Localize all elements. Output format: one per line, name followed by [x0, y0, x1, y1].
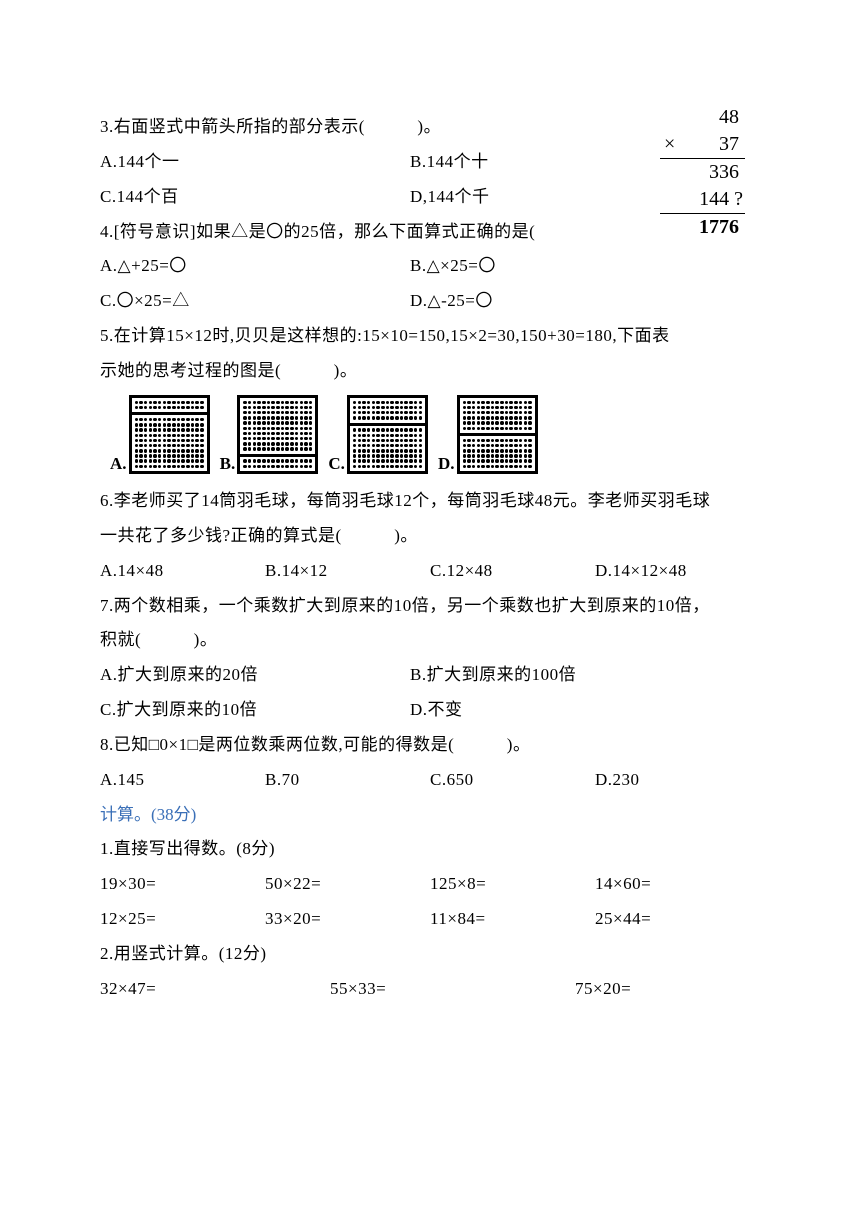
q4-a: A.△+25=〇	[100, 249, 410, 284]
q7-a: A.扩大到原来的20倍	[100, 658, 410, 693]
calc1-row1: 19×30= 50×22= 125×8= 14×60=	[100, 867, 760, 902]
q4-row-cd: C.〇×25=△ D.△-25=〇	[100, 284, 760, 319]
q5-diagram-a	[129, 395, 210, 474]
q6-c: C.12×48	[430, 554, 595, 589]
q6-stem1: 6.李老师买了14筒羽毛球，每筒羽毛球12个，每筒羽毛球48元。李老师买羽毛球	[100, 484, 760, 519]
calc2-c: 75×20=	[575, 972, 631, 1007]
calc2-a: 32×47=	[100, 972, 330, 1007]
q3-a: A.144个一	[100, 145, 410, 180]
calc2-row: 32×47= 55×33= 75×20=	[100, 972, 760, 1007]
partial-2: 144 ?	[660, 186, 745, 214]
product: 1776	[660, 214, 745, 241]
q4-b: B.△×25=〇	[410, 249, 496, 284]
q5-label-c: C.	[328, 454, 345, 474]
vertical-multiplication: 48 × 37 336 144 ? 1776	[660, 104, 745, 241]
q8-stem: 8.已知□0×1□是两位数乘两位数,可能的得数是( )。	[100, 728, 760, 763]
q4-c: C.〇×25=△	[100, 284, 410, 319]
calc1-2d: 25×44=	[595, 902, 760, 937]
calc1-2c: 11×84=	[430, 902, 595, 937]
calc1-row2: 12×25= 33×20= 11×84= 25×44=	[100, 902, 760, 937]
q7-c: C.扩大到原来的10倍	[100, 693, 410, 728]
q6-b: B.14×12	[265, 554, 430, 589]
q6-stem2: 一共花了多少钱?正确的算式是( )。	[100, 519, 760, 554]
q5-stem2: 示她的思考过程的图是( )。	[100, 354, 760, 389]
q8-d: D.230	[595, 763, 760, 798]
partial-1: 336	[660, 159, 745, 186]
q5-label-a: A.	[110, 454, 127, 474]
calc2-stem: 2.用竖式计算。(12分)	[100, 937, 760, 972]
q8-b: B.70	[265, 763, 430, 798]
calc2-b: 55×33=	[330, 972, 575, 1007]
q7-b: B.扩大到原来的100倍	[410, 658, 576, 693]
q4-d: D.△-25=〇	[410, 284, 493, 319]
calc1-1b: 50×22=	[265, 867, 430, 902]
q7-d: D.不变	[410, 693, 463, 728]
times-sign: ×	[664, 131, 675, 158]
multiplier: 37	[719, 131, 739, 158]
q3-b: B.144个十	[410, 145, 489, 180]
q5-diagram-c	[347, 395, 428, 474]
calc1-2b: 33×20=	[265, 902, 430, 937]
q7-row-cd: C.扩大到原来的10倍 D.不变	[100, 693, 760, 728]
q5-label-b: B.	[220, 454, 236, 474]
q8-options: A.145 B.70 C.650 D.230	[100, 763, 760, 798]
q5-diagram-b	[237, 395, 318, 474]
calc1-stem: 1.直接写出得数。(8分)	[100, 832, 760, 867]
q3-c: C.144个百	[100, 180, 410, 215]
multiplier-row: × 37	[660, 131, 745, 159]
section-title: 计算。(38分)	[100, 798, 760, 833]
calc1-1a: 19×30=	[100, 867, 265, 902]
q4-row-ab: A.△+25=〇 B.△×25=〇	[100, 249, 760, 284]
calc1-2a: 12×25=	[100, 902, 265, 937]
q7-stem1: 7.两个数相乘，一个乘数扩大到原来的10倍，另一个乘数也扩大到原来的10倍，	[100, 589, 760, 624]
multiplicand: 48	[660, 104, 745, 131]
q3-d: D,144个千	[410, 180, 490, 215]
q6-a: A.14×48	[100, 554, 265, 589]
q6-d: D.14×12×48	[595, 554, 760, 589]
q8-c: C.650	[430, 763, 595, 798]
calc1-1d: 14×60=	[595, 867, 760, 902]
q7-stem2: 积就( )。	[100, 623, 760, 658]
q5-diagram-d	[457, 395, 538, 474]
q8-a: A.145	[100, 763, 265, 798]
q7-row-ab: A.扩大到原来的20倍 B.扩大到原来的100倍	[100, 658, 760, 693]
q5-label-d: D.	[438, 454, 455, 474]
q5-diagrams: A. B. C. D.	[110, 395, 760, 474]
q6-options: A.14×48 B.14×12 C.12×48 D.14×12×48	[100, 554, 760, 589]
q5-stem1: 5.在计算15×12时,贝贝是这样想的:15×10=150,15×2=30,15…	[100, 319, 760, 354]
calc1-1c: 125×8=	[430, 867, 595, 902]
